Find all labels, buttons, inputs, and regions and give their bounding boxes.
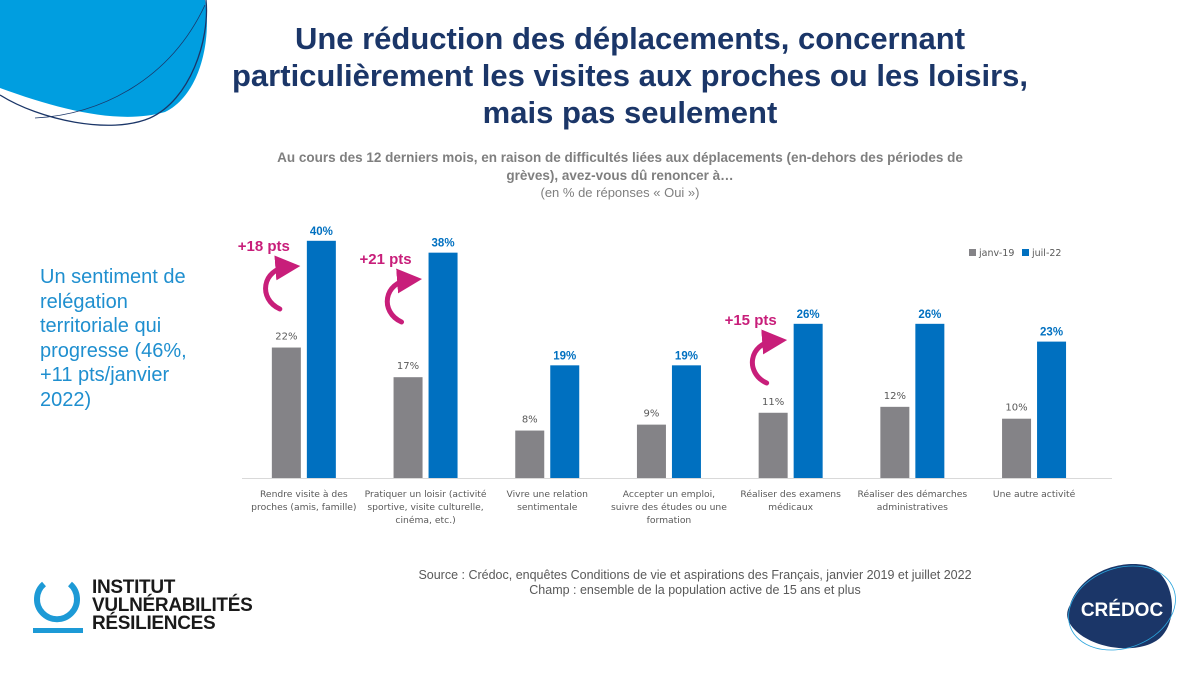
credoc-logo: CRÉDOC: [1067, 564, 1176, 651]
chart-unit-note: (en % de réponses « Oui »): [540, 185, 700, 200]
data-label: 26%: [797, 309, 820, 321]
data-label: 9%: [644, 409, 660, 420]
data-label: 23%: [1040, 327, 1063, 339]
data-label: 19%: [553, 350, 576, 362]
bar-janv-19: [880, 406, 910, 478]
bar-janv-19: [1002, 418, 1032, 478]
chart-legend: janv-19 juil-22: [969, 248, 1061, 259]
bar-juil-22: [428, 252, 458, 478]
data-label: 19%: [675, 350, 698, 362]
curved-arrow-icon: [749, 329, 788, 386]
category-label: cinéma, etc.): [395, 515, 455, 526]
side-note: Un sentiment de relégation territoriale …: [40, 266, 187, 411]
change-annotation: +21 pts: [359, 251, 411, 268]
ivr-logo-icon: [33, 581, 83, 633]
bar-juil-22: [915, 323, 945, 478]
change-annotation: +15 pts: [725, 312, 777, 329]
legend-swatch: [969, 249, 976, 256]
data-label: 10%: [1005, 403, 1027, 414]
category-label: Une autre activité: [993, 489, 1076, 500]
bar-juil-22: [793, 323, 823, 478]
legend-label: janv-19: [978, 248, 1014, 259]
category-label: Réaliser des démarches: [858, 489, 968, 500]
slide-title: Une réduction des déplacements, concerna…: [232, 21, 1028, 130]
category-label: sportive, visite culturelle,: [367, 502, 483, 513]
category-label: proches (amis, famille): [251, 502, 356, 513]
bar-chart: 22% 40% Rendre visite à des proches (amis, …: [238, 226, 1112, 526]
bar-juil-22: [671, 365, 701, 478]
data-label: 11%: [762, 397, 784, 408]
bar-janv-19: [393, 377, 423, 478]
change-annotation: +18 pts: [238, 238, 290, 255]
legend-swatch: [1022, 249, 1029, 256]
data-label: 38%: [432, 238, 455, 250]
curved-arrow-icon: [384, 268, 423, 325]
curved-arrow-icon: [263, 255, 301, 312]
category-label: médicaux: [768, 502, 813, 513]
category-label: sentimentale: [517, 502, 578, 513]
scope-line: Champ : ensemble de la population active…: [529, 583, 861, 597]
data-label: 40%: [310, 226, 333, 238]
bar-juil-22: [306, 240, 336, 478]
bar-janv-19: [636, 424, 666, 478]
credoc-logo-text: CRÉDOC: [1081, 599, 1164, 621]
bar-juil-22: [1037, 341, 1067, 478]
bar-janv-19: [515, 430, 545, 478]
bar-juil-22: [550, 365, 580, 478]
ivr-logo-text: INSTITUT VULNÉRABILITÉS RÉSILIENCES: [92, 577, 253, 634]
legend-label: juil-22: [1031, 248, 1061, 259]
data-label: 26%: [918, 309, 941, 321]
category-label: Pratiquer un loisir (activité: [365, 489, 487, 500]
category-label: Rendre visite à des: [260, 489, 348, 500]
bar-janv-19: [758, 412, 788, 478]
category-label: suivre des études ou une: [611, 502, 727, 513]
category-label: administratives: [877, 502, 948, 513]
chart-question: Au cours des 12 derniers mois, en raison…: [277, 150, 963, 183]
source-note: Source : Crédoc, enquêtes Conditions de …: [380, 568, 1010, 598]
data-label: 8%: [522, 415, 538, 426]
data-label: 22%: [275, 332, 297, 343]
category-label: formation: [647, 515, 692, 526]
category-label: Vivre une relation: [507, 489, 589, 500]
source-line: Source : Crédoc, enquêtes Conditions de …: [418, 568, 972, 582]
data-label: 12%: [884, 391, 906, 402]
category-label: Accepter un emploi,: [623, 489, 715, 500]
decorative-blob: [0, 0, 208, 126]
data-label: 17%: [397, 361, 419, 372]
category-label: Réaliser des examens: [740, 489, 841, 500]
bar-janv-19: [271, 347, 301, 478]
